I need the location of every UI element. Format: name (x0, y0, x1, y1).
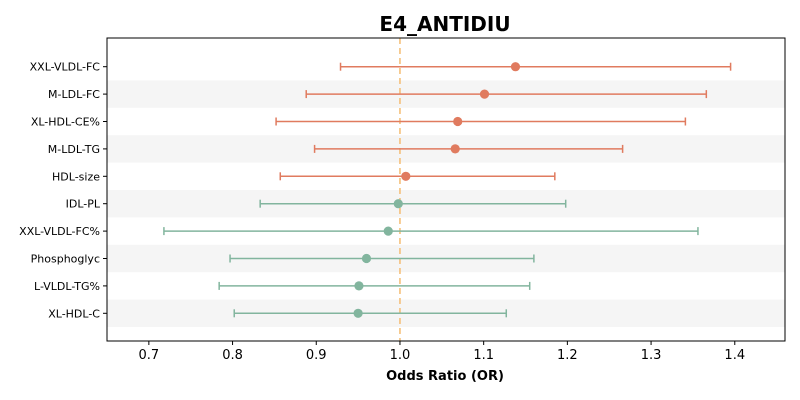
or-point (354, 281, 364, 291)
y-tick-label: M-LDL-TG (48, 143, 100, 156)
or-point (450, 144, 460, 154)
or-point (361, 253, 372, 264)
y-tick-label: HDL-size (52, 170, 100, 183)
x-tick-label: 1.3 (641, 348, 662, 363)
y-tick-label: M-LDL-FC (48, 88, 100, 101)
x-axis-label: Odds Ratio (OR) (386, 369, 504, 384)
or-point (510, 62, 521, 72)
x-axis: 0.7 0.8 0.9 1.0 1.1 1.2 1.3 1.4 (139, 341, 745, 363)
y-axis: XXL-VLDL-FC M-LDL-FC XL-HDL-CE% M-LDL-TG HDL… (19, 61, 107, 320)
or-point (401, 171, 411, 181)
x-tick-label: 0.9 (306, 348, 327, 363)
or-point (393, 199, 403, 209)
y-tick-label: IDL-PL (66, 198, 101, 211)
x-tick-label: 0.8 (222, 348, 243, 363)
x-tick-label: 1.0 (390, 348, 411, 363)
y-tick-label: XL-HDL-CE% (31, 116, 100, 129)
x-tick-label: 1.1 (473, 348, 494, 363)
x-tick-label: 1.4 (724, 348, 745, 363)
chart-title: E4_ANTIDIU (379, 12, 510, 36)
plot-frame (106, 37, 786, 342)
y-tick-label: XXL-VLDL-FC% (19, 225, 100, 238)
x-tick-label: 0.7 (139, 348, 160, 363)
or-point (383, 226, 393, 236)
y-tick-label: XXL-VLDL-FC (30, 61, 101, 74)
data-marks (163, 62, 732, 318)
x-tick-label: 1.2 (557, 348, 578, 363)
y-tick-label: XL-HDL-C (48, 307, 100, 320)
or-point (453, 116, 463, 127)
y-tick-label: Phosphoglyc (31, 253, 100, 266)
or-point (479, 89, 490, 99)
y-tick-label: L-VLDL-TG% (34, 280, 100, 293)
or-point (353, 308, 363, 318)
